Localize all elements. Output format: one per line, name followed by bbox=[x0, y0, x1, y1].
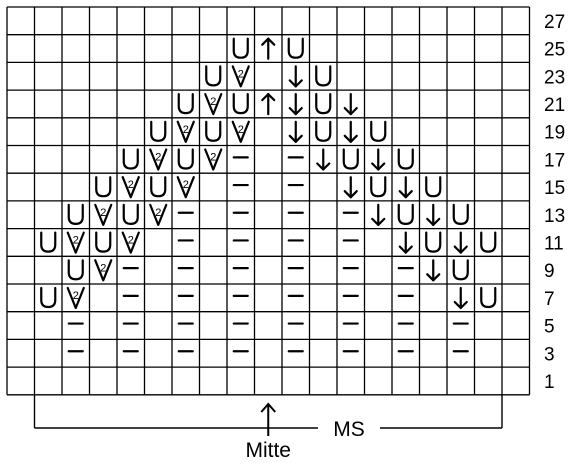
down-arrow-icon bbox=[398, 176, 413, 199]
down-arrow-icon bbox=[453, 286, 468, 310]
svg-text:2: 2 bbox=[100, 207, 106, 219]
bottom-annotation: MS Mitte bbox=[33, 394, 503, 462]
two-in-one-symbol: 2 bbox=[231, 65, 250, 88]
svg-text:2: 2 bbox=[183, 124, 189, 136]
down-arrow-icon bbox=[453, 231, 468, 254]
down-arrow-icon bbox=[288, 120, 303, 143]
up-arrow-icon bbox=[261, 92, 276, 116]
row-label: 1 bbox=[544, 372, 555, 393]
svg-text:2: 2 bbox=[210, 96, 216, 108]
u-symbol bbox=[177, 93, 194, 115]
u-symbol bbox=[122, 148, 139, 170]
u-symbol bbox=[122, 203, 139, 225]
u-symbol bbox=[150, 120, 167, 142]
svg-text:2: 2 bbox=[155, 152, 161, 164]
two-in-one-symbol: 2 bbox=[149, 203, 168, 226]
svg-text:2: 2 bbox=[73, 235, 79, 247]
svg-text:2: 2 bbox=[100, 262, 106, 274]
down-arrow-icon bbox=[343, 92, 358, 116]
u-symbol bbox=[342, 148, 359, 170]
two-in-one-symbol: 2 bbox=[66, 286, 85, 310]
up-arrow-icon bbox=[261, 37, 276, 60]
down-arrow-icon bbox=[288, 92, 303, 116]
two-in-one-symbol: 2 bbox=[204, 148, 223, 171]
center-arrow-icon bbox=[260, 402, 277, 413]
row-label: 15 bbox=[544, 178, 565, 199]
svg-text:2: 2 bbox=[210, 152, 216, 164]
u-symbol bbox=[425, 176, 442, 198]
u-symbol bbox=[232, 93, 249, 115]
down-arrow-icon bbox=[343, 176, 358, 199]
chart-grid bbox=[6, 6, 531, 396]
two-in-one-symbol: 2 bbox=[204, 93, 223, 116]
svg-text:2: 2 bbox=[128, 235, 134, 247]
two-in-one-symbol: 2 bbox=[94, 203, 113, 226]
u-symbol bbox=[425, 231, 442, 253]
u-symbol bbox=[397, 148, 414, 170]
row-label: 9 bbox=[544, 261, 555, 282]
u-symbol bbox=[370, 176, 387, 198]
two-in-one-symbol: 2 bbox=[94, 259, 113, 282]
svg-text:2: 2 bbox=[238, 68, 244, 80]
row-label: 7 bbox=[544, 289, 555, 310]
center-label: Mitte bbox=[245, 439, 291, 462]
chart-cells: 2 2 2 2 2 2 2 2 2 2 2 2 2 2 bbox=[40, 37, 497, 353]
row-label: 27 bbox=[544, 12, 565, 33]
two-in-one-symbol: 2 bbox=[149, 148, 168, 171]
u-symbol bbox=[67, 203, 84, 225]
u-symbol bbox=[40, 231, 57, 253]
u-symbol bbox=[452, 259, 469, 281]
down-arrow-icon bbox=[371, 203, 386, 226]
row-label: 23 bbox=[544, 67, 565, 88]
down-arrow-icon bbox=[316, 148, 331, 171]
u-symbol bbox=[40, 286, 57, 309]
down-arrow-icon bbox=[343, 120, 358, 143]
row-label: 3 bbox=[544, 344, 555, 365]
two-in-one-symbol: 2 bbox=[231, 120, 250, 143]
u-symbol bbox=[95, 231, 112, 253]
down-arrow-icon bbox=[426, 203, 441, 226]
u-symbol bbox=[397, 203, 414, 225]
two-in-one-symbol: 2 bbox=[176, 176, 195, 199]
u-symbol bbox=[150, 176, 167, 198]
svg-text:2: 2 bbox=[183, 179, 189, 191]
two-in-one-symbol: 2 bbox=[176, 120, 195, 143]
svg-text:2: 2 bbox=[238, 124, 244, 136]
row-label: 21 bbox=[544, 95, 565, 116]
row-label: 19 bbox=[544, 123, 565, 144]
u-symbol bbox=[480, 231, 497, 253]
down-arrow-icon bbox=[288, 65, 303, 88]
u-symbol bbox=[232, 37, 249, 59]
row-label: 11 bbox=[544, 233, 564, 254]
u-symbol bbox=[67, 259, 84, 281]
u-symbol bbox=[177, 148, 194, 170]
row-label: 13 bbox=[544, 206, 565, 227]
u-symbol bbox=[315, 65, 332, 87]
u-symbol bbox=[205, 65, 222, 87]
u-symbol bbox=[315, 93, 332, 115]
row-label: 17 bbox=[544, 150, 565, 171]
u-symbol bbox=[370, 120, 387, 142]
svg-text:2: 2 bbox=[73, 290, 79, 302]
row-labels: 27 25 23 21 19 17 15 13 11 9 7 5 3 1 bbox=[544, 12, 565, 393]
two-in-one-symbol: 2 bbox=[121, 231, 140, 254]
u-symbol bbox=[452, 203, 469, 225]
u-symbol bbox=[95, 176, 112, 198]
u-symbol bbox=[315, 120, 332, 142]
two-in-one-symbol: 2 bbox=[66, 231, 85, 254]
down-arrow-icon bbox=[398, 231, 413, 254]
down-arrow-icon bbox=[426, 259, 441, 282]
row-label: 25 bbox=[544, 40, 565, 61]
row-label: 5 bbox=[544, 317, 555, 338]
ms-label: MS bbox=[333, 418, 365, 441]
svg-text:2: 2 bbox=[155, 207, 161, 219]
down-arrow-icon bbox=[371, 148, 386, 171]
u-symbol bbox=[480, 286, 497, 309]
u-symbol bbox=[287, 37, 304, 59]
svg-text:2: 2 bbox=[128, 179, 134, 191]
two-in-one-symbol: 2 bbox=[121, 176, 140, 199]
u-symbol bbox=[205, 120, 222, 142]
